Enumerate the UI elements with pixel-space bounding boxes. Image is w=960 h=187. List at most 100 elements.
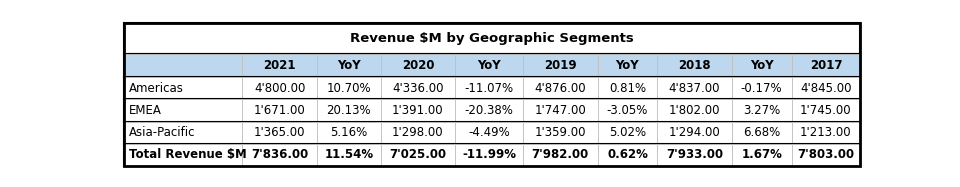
- Text: -4.49%: -4.49%: [468, 126, 510, 139]
- Text: 1'802.00: 1'802.00: [669, 104, 720, 117]
- Bar: [317, 77, 381, 99]
- Bar: [124, 122, 860, 144]
- Bar: [597, 122, 658, 144]
- Bar: [242, 144, 317, 166]
- Bar: [732, 99, 792, 122]
- Bar: [124, 144, 242, 166]
- Text: Americas: Americas: [129, 82, 183, 95]
- Text: 6.68%: 6.68%: [743, 126, 780, 139]
- Bar: [523, 77, 597, 99]
- Text: 3.27%: 3.27%: [743, 104, 780, 117]
- Text: 5.02%: 5.02%: [609, 126, 646, 139]
- Bar: [658, 99, 732, 122]
- Bar: [732, 122, 792, 144]
- Bar: [124, 54, 860, 77]
- Bar: [597, 99, 658, 122]
- Bar: [455, 144, 523, 166]
- Bar: [597, 77, 658, 99]
- Bar: [455, 99, 523, 122]
- Text: 1'671.00: 1'671.00: [253, 104, 305, 117]
- Bar: [381, 122, 455, 144]
- Text: -0.17%: -0.17%: [741, 82, 782, 95]
- Bar: [732, 54, 792, 77]
- Bar: [455, 77, 523, 99]
- Bar: [792, 77, 860, 99]
- Bar: [242, 54, 317, 77]
- Text: YoY: YoY: [477, 59, 501, 72]
- Text: 4'845.00: 4'845.00: [800, 82, 852, 95]
- Bar: [658, 77, 732, 99]
- Bar: [658, 144, 732, 166]
- Bar: [523, 99, 597, 122]
- Text: -11.07%: -11.07%: [465, 82, 514, 95]
- Bar: [732, 77, 792, 99]
- Text: 0.62%: 0.62%: [607, 148, 648, 161]
- Text: 1'213.00: 1'213.00: [800, 126, 852, 139]
- Bar: [523, 122, 597, 144]
- Bar: [381, 54, 455, 77]
- Text: -20.38%: -20.38%: [465, 104, 514, 117]
- Text: 4'876.00: 4'876.00: [535, 82, 587, 95]
- Bar: [523, 144, 597, 166]
- Text: Asia-Pacific: Asia-Pacific: [129, 126, 196, 139]
- Bar: [658, 54, 732, 77]
- Bar: [124, 23, 860, 54]
- Text: 1'747.00: 1'747.00: [535, 104, 587, 117]
- Text: Total Revenue $M: Total Revenue $M: [129, 148, 247, 161]
- Text: 2020: 2020: [401, 59, 434, 72]
- Text: 2019: 2019: [544, 59, 577, 72]
- Bar: [792, 122, 860, 144]
- Text: 11.54%: 11.54%: [324, 148, 373, 161]
- Text: Revenue $M by Geographic Segments: Revenue $M by Geographic Segments: [350, 32, 634, 45]
- Text: 1'298.00: 1'298.00: [392, 126, 444, 139]
- Bar: [317, 54, 381, 77]
- Text: 7'025.00: 7'025.00: [390, 148, 446, 161]
- Bar: [381, 144, 455, 166]
- Text: 7'982.00: 7'982.00: [532, 148, 589, 161]
- Bar: [597, 54, 658, 77]
- Bar: [124, 144, 860, 166]
- Text: YoY: YoY: [337, 59, 361, 72]
- Bar: [792, 144, 860, 166]
- Bar: [792, 54, 860, 77]
- Text: 4'800.00: 4'800.00: [254, 82, 305, 95]
- Bar: [242, 122, 317, 144]
- Text: EMEA: EMEA: [129, 104, 162, 117]
- Bar: [381, 77, 455, 99]
- Bar: [242, 99, 317, 122]
- Text: 0.81%: 0.81%: [609, 82, 646, 95]
- Text: 1'359.00: 1'359.00: [535, 126, 587, 139]
- Bar: [242, 77, 317, 99]
- Bar: [124, 54, 242, 77]
- Bar: [455, 122, 523, 144]
- Bar: [381, 99, 455, 122]
- Bar: [124, 122, 242, 144]
- Text: -11.99%: -11.99%: [462, 148, 516, 161]
- Text: 7'803.00: 7'803.00: [798, 148, 854, 161]
- Bar: [317, 144, 381, 166]
- Bar: [732, 144, 792, 166]
- Bar: [124, 99, 242, 122]
- Bar: [455, 54, 523, 77]
- Text: 1'294.00: 1'294.00: [669, 126, 720, 139]
- Bar: [124, 77, 242, 99]
- Bar: [317, 122, 381, 144]
- Bar: [658, 122, 732, 144]
- Text: 4'837.00: 4'837.00: [669, 82, 720, 95]
- Text: 2017: 2017: [809, 59, 842, 72]
- Bar: [523, 54, 597, 77]
- Text: 7'836.00: 7'836.00: [251, 148, 308, 161]
- Text: YoY: YoY: [615, 59, 639, 72]
- Text: 2018: 2018: [679, 59, 710, 72]
- Text: 5.16%: 5.16%: [330, 126, 368, 139]
- Bar: [124, 77, 860, 99]
- Bar: [124, 99, 860, 122]
- Text: 2021: 2021: [263, 59, 296, 72]
- Text: 1'391.00: 1'391.00: [392, 104, 444, 117]
- Bar: [317, 99, 381, 122]
- Bar: [792, 99, 860, 122]
- Text: 7'933.00: 7'933.00: [666, 148, 723, 161]
- Text: 1'365.00: 1'365.00: [253, 126, 305, 139]
- Text: YoY: YoY: [750, 59, 774, 72]
- Text: 1.67%: 1.67%: [741, 148, 782, 161]
